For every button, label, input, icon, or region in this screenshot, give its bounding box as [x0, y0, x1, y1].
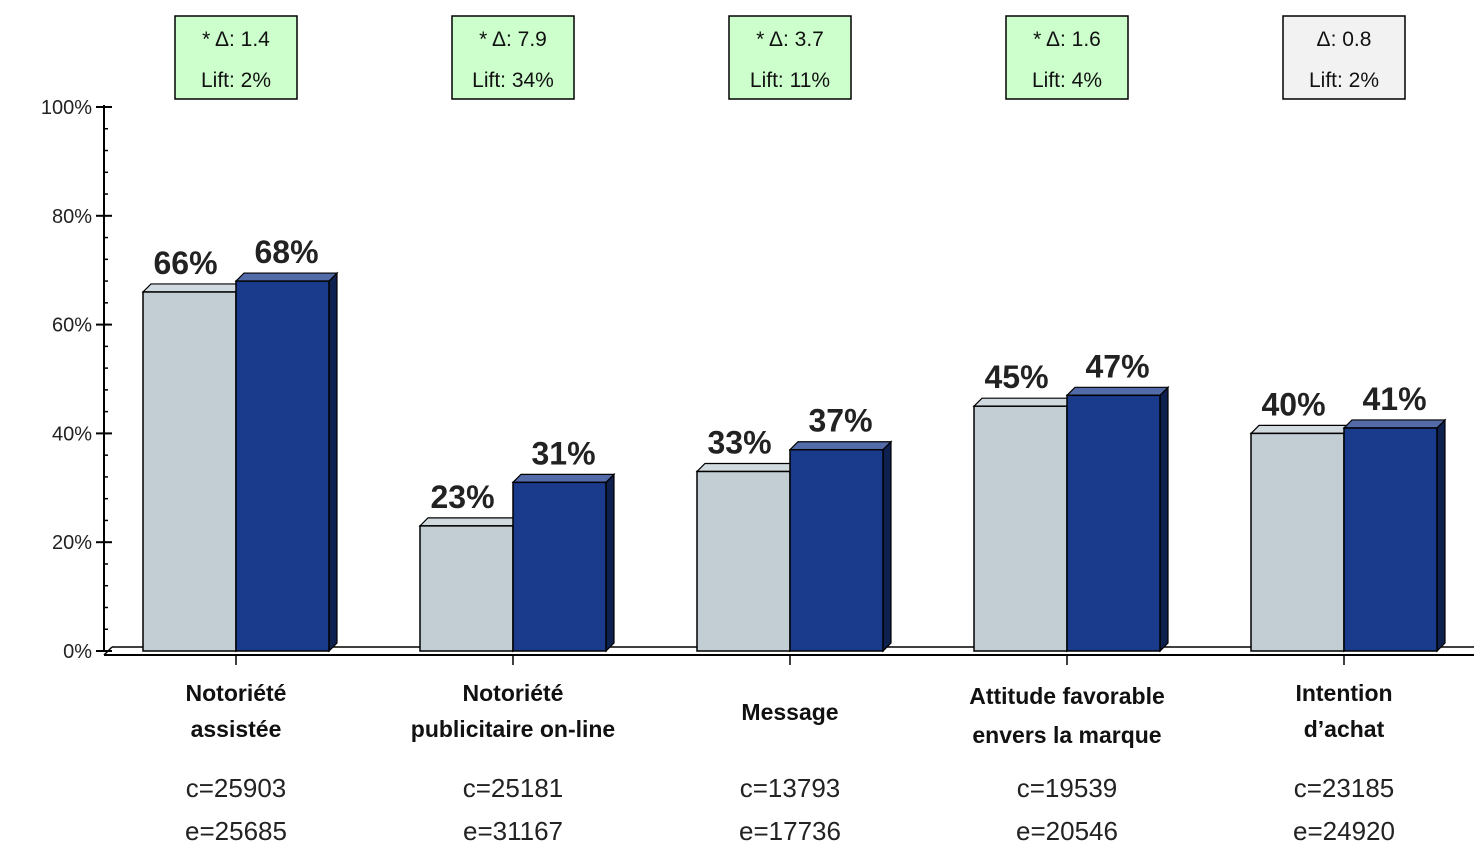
category-label: Notoriété assistée — [186, 680, 287, 742]
bar-front-face — [697, 471, 790, 651]
lift-value: Lift: 2% — [1309, 69, 1379, 92]
bar-control — [420, 518, 521, 651]
bar-front-face — [790, 450, 883, 651]
category-label-line: Message — [741, 699, 838, 725]
bar-side-face — [1160, 387, 1168, 651]
category-label: Message — [741, 699, 838, 725]
bar-value-label: 33% — [707, 424, 771, 460]
y-tick-label: 20% — [52, 532, 92, 554]
lift-value: Lift: 4% — [1032, 69, 1102, 92]
bar-top-face — [420, 518, 521, 526]
bar-front-face — [236, 281, 329, 651]
bar-front-face — [1251, 433, 1344, 651]
bar-value-label: 66% — [153, 245, 217, 281]
bar-front-face — [1067, 395, 1160, 651]
bar-control — [697, 463, 798, 651]
delta-boxes-group: * Δ: 1.4 Lift: 2% * Δ: 7.9 Lift: 34% * Δ: 3.… — [175, 16, 1405, 99]
bar-value-label: 47% — [1085, 348, 1149, 384]
category-label-line: Notoriété — [463, 680, 564, 706]
bar-exposed — [236, 273, 337, 651]
delta-value: Δ: 0.8 — [1317, 28, 1372, 51]
sample-size-exposed: e=20546 — [1016, 816, 1118, 846]
lift-value: Lift: 2% — [201, 69, 271, 92]
bar-exposed — [790, 442, 891, 651]
bar-value-label: 68% — [254, 234, 318, 270]
bar-value-label: 37% — [808, 403, 872, 439]
category-label-line: assistée — [191, 716, 282, 742]
delta-box: * Δ: 3.7 Lift: 11% — [729, 16, 851, 99]
category-label: Notoriété publicitaire on-line — [411, 680, 615, 742]
bar-exposed — [1067, 387, 1168, 651]
sample-size-exposed: e=31167 — [463, 816, 563, 846]
category-label: Attitude favorable envers la marque — [969, 683, 1165, 748]
y-tick-label: 40% — [52, 423, 92, 445]
category-label-line: Attitude favorable — [969, 683, 1165, 709]
bar-side-face — [1437, 420, 1445, 651]
bar-exposed — [1344, 420, 1445, 651]
delta-value: * Δ: 3.7 — [756, 28, 824, 51]
bar-top-face — [1067, 387, 1168, 395]
y-axis: 0% 20% 40% 60% 80% 100% — [41, 97, 112, 663]
bar-control — [974, 398, 1075, 651]
bar-side-face — [606, 474, 614, 651]
sample-size-control: c=23185 — [1294, 773, 1394, 803]
bar-front-face — [420, 526, 513, 651]
bar-top-face — [1344, 420, 1445, 428]
bar-side-face — [329, 273, 337, 651]
sample-size-control: c=19539 — [1017, 773, 1117, 803]
bar-top-face — [790, 442, 891, 450]
bars-group — [143, 273, 1445, 651]
lift-value: Lift: 11% — [750, 69, 830, 92]
delta-box: * Δ: 1.4 Lift: 2% — [175, 16, 297, 99]
bar-front-face — [513, 482, 606, 651]
delta-box: * Δ: 1.6 Lift: 4% — [1006, 16, 1128, 99]
bar-top-face — [974, 398, 1075, 406]
category-label-line: publicitaire on-line — [411, 716, 615, 742]
sample-size-exposed: e=24920 — [1293, 816, 1395, 846]
delta-box: Δ: 0.8 Lift: 2% — [1283, 16, 1405, 99]
category-label: Intention d’achat — [1295, 680, 1392, 742]
bar-top-face — [697, 463, 798, 471]
category-label-line: envers la marque — [972, 722, 1161, 748]
bar-exposed — [513, 474, 614, 651]
category-label-line: d’achat — [1304, 716, 1385, 742]
bar-value-label: 31% — [531, 435, 595, 471]
y-tick-label: 100% — [41, 97, 92, 119]
sample-size-exposed: e=25685 — [185, 816, 287, 846]
bar-value-label: 41% — [1362, 381, 1426, 417]
bar-value-label: 23% — [430, 479, 494, 515]
bar-value-label: 45% — [984, 359, 1048, 395]
bar-top-face — [143, 284, 244, 292]
category-label-line: Intention — [1295, 680, 1392, 706]
y-tick-label: 0% — [63, 641, 92, 663]
bar-control — [143, 284, 244, 651]
bar-side-face — [883, 442, 891, 651]
sample-size-control: c=25181 — [463, 773, 563, 803]
y-tick-label: 60% — [52, 315, 92, 337]
y-tick-label: 80% — [52, 206, 92, 228]
sample-size-control: c=13793 — [740, 773, 840, 803]
delta-box: * Δ: 7.9 Lift: 34% — [452, 16, 574, 99]
lift-value: Lift: 34% — [472, 69, 554, 92]
delta-value: * Δ: 1.6 — [1033, 28, 1101, 51]
bar-value-label: 40% — [1261, 386, 1325, 422]
bar-front-face — [1344, 428, 1437, 651]
sample-size-control: c=25903 — [186, 773, 286, 803]
delta-value: * Δ: 1.4 — [202, 28, 270, 51]
bar-control — [1251, 425, 1352, 651]
delta-value: * Δ: 7.9 — [479, 28, 547, 51]
bar-front-face — [974, 406, 1067, 651]
bar-top-face — [1251, 425, 1352, 433]
bar-top-face — [513, 474, 614, 482]
sample-size-exposed: e=17736 — [739, 816, 841, 846]
bar-front-face — [143, 292, 236, 651]
bar-top-face — [236, 273, 337, 281]
category-label-line: Notoriété — [186, 680, 287, 706]
